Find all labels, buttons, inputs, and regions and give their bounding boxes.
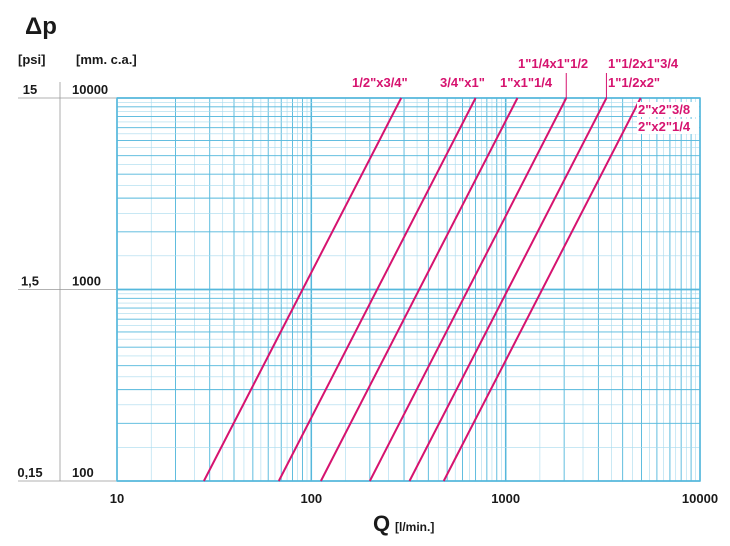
y-tick-label-mm: 10000: [72, 82, 108, 97]
y-tick-label-psi: 15: [23, 82, 37, 97]
y-tick-label-mm: 1000: [72, 274, 101, 289]
chart-series-labels: 1/2"x3/4" 3/4"x1" 1"x1"1/4 1"1/4x1"1/2 1"1/2…: [352, 56, 699, 134]
series-label-extra: 2"x2"1/4: [638, 119, 691, 134]
chart-ticks: 10 100 1000 10000 15 10000 1,5 1000 0,15 100: [17, 82, 718, 506]
y-tick-label-psi: 1,5: [21, 274, 39, 289]
x-tick-label: 10: [110, 491, 124, 506]
y-tick-label-mm: 100: [72, 465, 94, 480]
x-axis-title: Q: [373, 511, 390, 536]
series-label: 1"1/2x1"3/4: [608, 56, 679, 71]
series-label: 1"x1"1/4: [500, 75, 553, 90]
y-tick-label-psi: 0,15: [17, 465, 42, 480]
x-tick-label: 1000: [491, 491, 520, 506]
series-label: 1/2"x3/4": [352, 75, 408, 90]
plot-frame: [116, 97, 701, 482]
series-label-bg: [637, 102, 699, 117]
series-label-bg: [637, 119, 699, 134]
series-label: 3/4"x1": [440, 75, 485, 90]
y-axis-unit-right: [mm. c.a.]: [76, 52, 137, 67]
series-line: [368, 97, 568, 482]
series-line: [203, 97, 403, 482]
y-axis-unit-left: [psi]: [18, 52, 45, 67]
y-axis-title: Δp: [25, 13, 57, 40]
x-tick-label: 10000: [682, 491, 718, 506]
series-label: 1"1/4x1"1/2: [518, 56, 588, 71]
series-line: [408, 97, 608, 482]
series-line: [320, 97, 519, 482]
x-axis-unit: [l/min.]: [395, 520, 434, 534]
series-label: 1"1/2x2": [608, 75, 660, 90]
x-tick-label: 100: [300, 491, 322, 506]
chart-frame: [59, 82, 701, 482]
series-line: [442, 97, 642, 482]
chart-grid: [116, 97, 701, 482]
chart-series: [203, 97, 642, 482]
series-line: [277, 97, 477, 482]
series-label-extra: 2"x2"3/8: [638, 102, 690, 117]
